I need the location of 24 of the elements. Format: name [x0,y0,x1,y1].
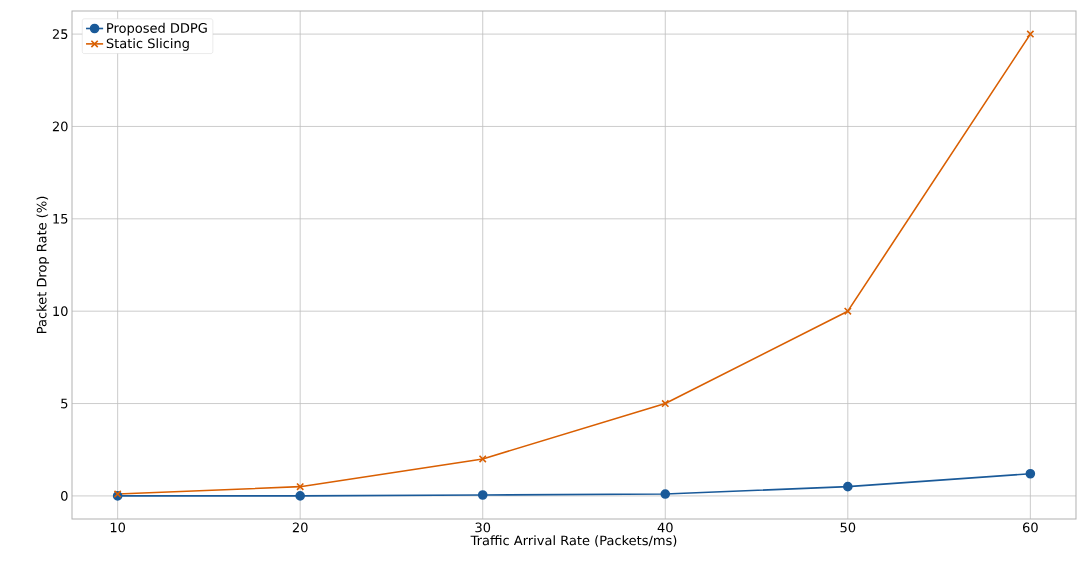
point [843,307,852,316]
x-tick-label: 50 [840,522,856,533]
x-tick-label: 30 [475,522,491,533]
y-tick-label: 25 [52,29,68,40]
y-tick-label: 0 [61,491,68,501]
y-tick-label: 10 [53,306,68,317]
point [295,491,305,501]
legend-label: Proposed DDPG [107,22,207,36]
point [1025,468,1036,479]
legend-label: Static Slicing [106,38,189,51]
point [477,490,488,500]
x-tick-label: 20 [292,522,308,533]
x-tick-label: 40 [657,522,673,533]
x-tick-label: 10 [110,522,126,533]
x-tick-label: 60 [1022,522,1038,533]
y-tick-label: 15 [53,213,68,224]
y-tick-label: 20 [52,121,68,132]
x-axis-title: Traffic Arrival Rate (Packets/ms) [470,535,677,547]
point [660,489,671,499]
point [843,481,853,492]
y-axis-title: Packet Drop Rate (%) [36,196,50,333]
point [661,399,670,408]
point [296,482,305,491]
y-tick-label: 5 [61,398,68,409]
